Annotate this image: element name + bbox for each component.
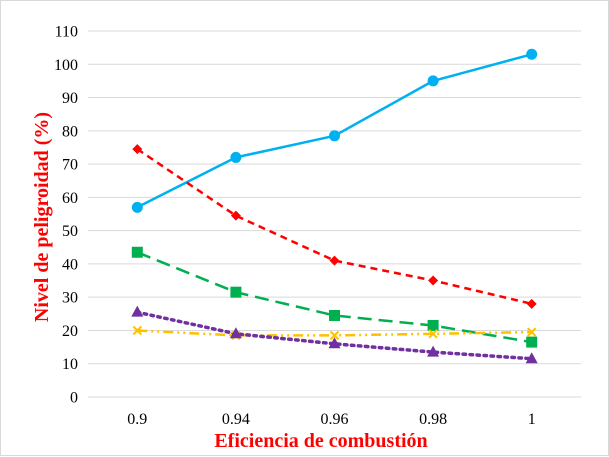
- data-point-marker: [525, 352, 538, 364]
- data-point-marker: [329, 130, 340, 142]
- y-tick-label: 30: [62, 290, 78, 307]
- data-point-marker: [131, 305, 144, 317]
- y-tick-label: 110: [55, 24, 78, 41]
- data-point-marker: [132, 144, 143, 155]
- series-line-3: [136, 251, 532, 344]
- x-tick-label: 1: [528, 411, 536, 428]
- data-point-marker: [230, 210, 241, 221]
- y-tick-label: 60: [62, 190, 78, 207]
- data-point-marker: [428, 329, 438, 339]
- y-tick-label: 50: [62, 223, 78, 240]
- data-point-marker: [526, 298, 537, 309]
- data-point-marker: [131, 201, 143, 213]
- data-point-marker: [427, 75, 439, 87]
- y-tick-label: 90: [62, 90, 78, 107]
- x-tick-label: 0.96: [321, 411, 349, 428]
- y-tick-label: 70: [62, 157, 78, 174]
- y-tick-label: 100: [54, 57, 78, 74]
- y-tick-label: 10: [62, 356, 78, 373]
- data-point-marker: [230, 286, 242, 298]
- data-point-marker: [329, 330, 340, 341]
- data-point-marker: [229, 327, 242, 339]
- data-point-marker: [329, 309, 340, 321]
- y-tick-label: 20: [62, 323, 78, 340]
- data-point-marker: [428, 275, 439, 286]
- data-point-marker: [131, 246, 143, 258]
- data-point-marker: [526, 327, 537, 337]
- y-tick-labels: 0 10 20 30 40 50 60 70 80 90 100 110: [54, 24, 78, 407]
- data-point-marker: [526, 48, 538, 60]
- data-point-marker: [329, 255, 340, 266]
- x-tick-label: 0.98: [419, 411, 447, 428]
- y-tick-label: 40: [62, 256, 78, 273]
- data-point-marker: [427, 319, 439, 331]
- data-point-marker: [427, 345, 440, 357]
- series-markers: [131, 48, 538, 364]
- data-point-marker: [526, 336, 538, 348]
- x-tick-label: 0.9: [127, 411, 147, 428]
- series-line-2: [136, 148, 532, 306]
- data-point-marker: [328, 337, 341, 349]
- y-axis-title: Nivel de peligroidad (%): [31, 112, 53, 322]
- data-point-marker: [230, 151, 242, 163]
- x-tick-labels: 0.9 0.94 0.96 0.98 1: [127, 411, 535, 428]
- y-tick-label: 80: [62, 123, 78, 140]
- data-point-marker: [132, 325, 143, 336]
- y-tick-label: 0: [70, 390, 78, 407]
- x-axis-title: Eficiencia de combustión: [214, 430, 427, 452]
- x-tick-label: 0.94: [222, 411, 250, 428]
